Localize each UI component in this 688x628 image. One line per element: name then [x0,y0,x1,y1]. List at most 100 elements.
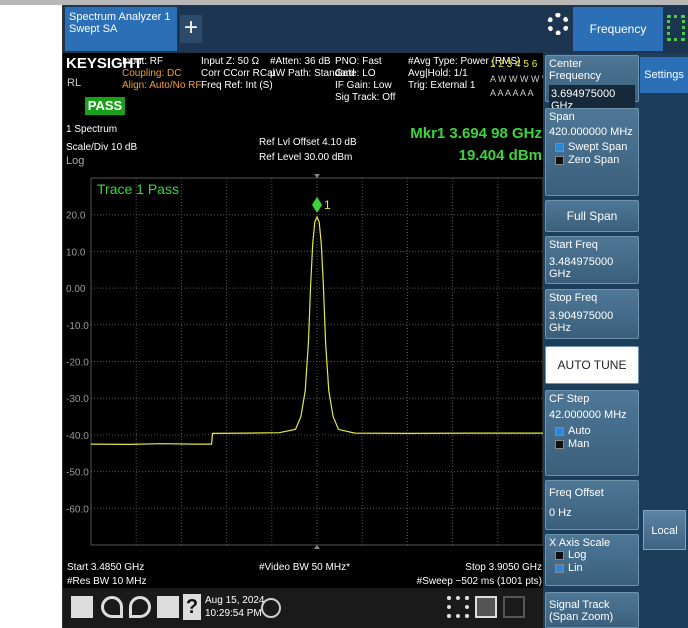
softkey-label: CF Step [549,393,590,405]
info-text: #Avg Type: Power (RMS) [408,56,521,67]
option-label: Log [568,549,587,561]
y-tick-label: -50.0 [66,468,89,479]
radio-option[interactable]: Lin [555,562,635,575]
marker-frequency: Mkr1 3.694 98 GHz [410,125,542,142]
softkey[interactable]: Signal Track (Span Zoom) [545,592,639,628]
window-label: 1 Spectrum [66,124,117,135]
ref-offset: Ref Lvl Offset 4.10 dB [259,137,357,148]
option-label: Auto [568,425,591,437]
info-text: IF Gain: Low [335,80,392,91]
info-text: Input: RF [122,56,164,67]
keypad-icon[interactable] [447,596,469,618]
softkey-label: Center Frequency [549,58,601,82]
softkey[interactable]: Start Freq 3.484975000 GHz [545,236,639,284]
log-label: Log [66,155,84,167]
res-bw: #Res BW 10 MHz [67,576,146,587]
y-tick-label: -30.0 [66,394,89,405]
add-tab[interactable]: + [180,15,202,43]
softkey-value: 0 Hz [549,507,572,519]
marker-tick [314,545,320,549]
top-strip [0,0,688,5]
divider [62,5,63,628]
marker [312,196,322,213]
info-text: µW Path: Standard [270,68,355,79]
ref-level: Ref Level 30.00 dBm [259,152,352,163]
pass-indicator: PASS [85,97,125,115]
marker-amplitude: 19.404 dBm [459,147,542,164]
softkey-label: Freq Offset [549,487,604,499]
info-text: Trig: External 1 [408,80,476,91]
start-icon[interactable] [71,596,93,618]
softkey-label: Signal Track [549,599,610,611]
tab-title: Spectrum Analyzer 1 [69,11,171,23]
softkey-label: X Axis Scale [549,537,611,549]
softkey[interactable]: Full Span [545,200,639,232]
info-bar: KEYSIGHT RL PASS Input: RF Coupling: DC … [63,53,551,118]
stop-freq: Stop 3.9050 GHz [465,562,542,573]
frequency-menu[interactable]: Frequency [573,7,663,51]
taskbar: ? Aug 15, 2024 10:29:54 PM [63,588,543,628]
marker-label: 1 [324,198,331,212]
auto-tune[interactable]: AUTO TUNE [545,346,639,384]
spectrum-graph: 1 Spectrum Scale/Div 10 dB Log Ref Lvl O… [63,118,543,588]
y-tick-label: 20.0 [66,211,86,222]
info-text: #Atten: 36 dB [270,56,331,67]
info-text: Avg|Hold: 1/1 [408,68,468,79]
trace [90,215,543,446]
y-tick-label: -20.0 [66,358,89,369]
radio-option[interactable]: Man [555,438,635,451]
settings-tab[interactable]: Settings [640,57,688,93]
window-icon[interactable] [157,596,179,618]
softkey-label: Stop Freq [549,292,598,304]
info-text: Freq Ref: Int (S) [201,80,273,91]
graph-bg [63,118,543,588]
info-text: Input Z: 50 Ω [201,56,260,67]
radio-option[interactable]: Zero Span [555,154,635,167]
tab-subtitle: Swept SA [69,23,118,35]
settings-gear[interactable] [547,13,569,35]
grid-icon[interactable] [503,596,525,618]
softkey[interactable]: Span 420.000000 MHz Swept Span Zero Span [545,108,639,196]
video-bw: #Video BW 50 MHz* [259,562,350,573]
softkey-sub: (Span Zoom) [549,611,614,623]
info-text: Align: Auto/No RF [122,80,202,91]
info-text: Gate: LO [335,68,376,79]
marker-tick [314,174,320,178]
local-button[interactable]: Local [643,510,686,550]
trace-detectors: A A A A A A [490,88,534,98]
start-freq: Start 3.4850 GHz [67,562,144,573]
info-text: PNO: Fast [335,56,382,67]
option-label: Lin [568,562,583,574]
info-text: Coupling: DC [122,68,182,79]
softkey-value: 3.484975000 GHz [549,256,614,280]
chat-icon[interactable] [261,598,281,618]
active-tab[interactable]: Spectrum Analyzer 1 Swept SA [65,7,177,51]
softkey-label: Span [549,111,575,123]
y-tick-label: 0.00 [66,284,86,295]
radio-option[interactable]: Auto [555,425,635,438]
undo-icon[interactable] [101,596,123,618]
y-tick-label: 10.0 [66,247,86,258]
touch-icon[interactable] [475,596,497,618]
y-tick-label: -10.0 [66,321,89,332]
option-label: Zero Span [568,154,620,166]
info-text: Sig Track: Off [335,92,396,103]
option-label: Man [568,438,590,450]
softkey-value: 420.000000 MHz [549,126,633,138]
softkey-value: 3.904975000 GHz [549,310,614,334]
date: Aug 15, 2024 [205,595,265,606]
status-icon [667,15,685,41]
trace-types: A W W W W W [490,74,551,84]
redo-icon[interactable] [129,596,151,618]
softkey[interactable]: Freq Offset 0 Hz [545,480,639,530]
radio-option[interactable]: Log [555,549,635,562]
softkey[interactable]: X Axis Scale Log Lin [545,534,639,586]
info-text: Corr CCorr RCal [201,68,275,79]
softkey[interactable]: Center Frequency 3.694975000 GHz [545,55,639,115]
radio-option[interactable]: Swept Span [555,141,635,154]
softkey[interactable]: CF Step 42.000000 MHz Auto Man [545,390,639,476]
help-icon[interactable]: ? [183,594,201,620]
sweep: #Sweep ~502 ms (1001 pts) [417,576,542,587]
softkey[interactable]: Stop Freq 3.904975000 GHz [545,289,639,339]
